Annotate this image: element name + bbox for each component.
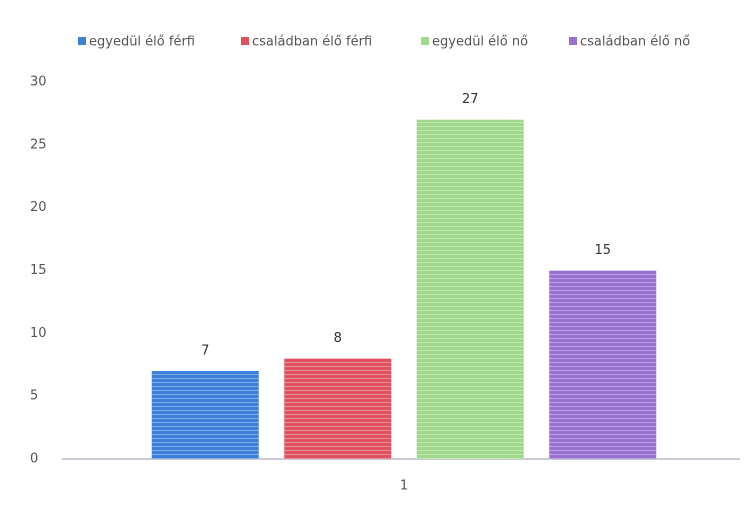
- y-tick-label: 30: [30, 75, 47, 90]
- data-label: 7: [201, 344, 209, 359]
- legend-swatch: [421, 37, 429, 45]
- data-label: 8: [334, 331, 342, 346]
- y-tick-label: 10: [30, 326, 47, 341]
- y-tick-label: 15: [30, 263, 47, 278]
- bar: [549, 270, 657, 459]
- data-label: 27: [462, 92, 479, 107]
- legend-label: egyedül élő férfi: [89, 35, 195, 50]
- bar: [284, 358, 392, 459]
- x-tick-label: 1: [400, 479, 408, 494]
- legend-swatch: [241, 37, 249, 45]
- legend-swatch: [78, 37, 86, 45]
- bar: [416, 119, 524, 459]
- legend-label: családban élő férfi: [252, 35, 372, 50]
- legend-label: egyedül élő nő: [432, 35, 528, 50]
- data-label: 15: [594, 243, 611, 258]
- y-tick-label: 25: [30, 137, 47, 152]
- y-tick-label: 0: [30, 452, 38, 467]
- bar: [151, 371, 259, 459]
- y-tick-label: 5: [30, 389, 38, 404]
- legend-swatch: [569, 37, 577, 45]
- y-tick-label: 20: [30, 200, 47, 215]
- legend-label: családban élő nő: [580, 35, 690, 50]
